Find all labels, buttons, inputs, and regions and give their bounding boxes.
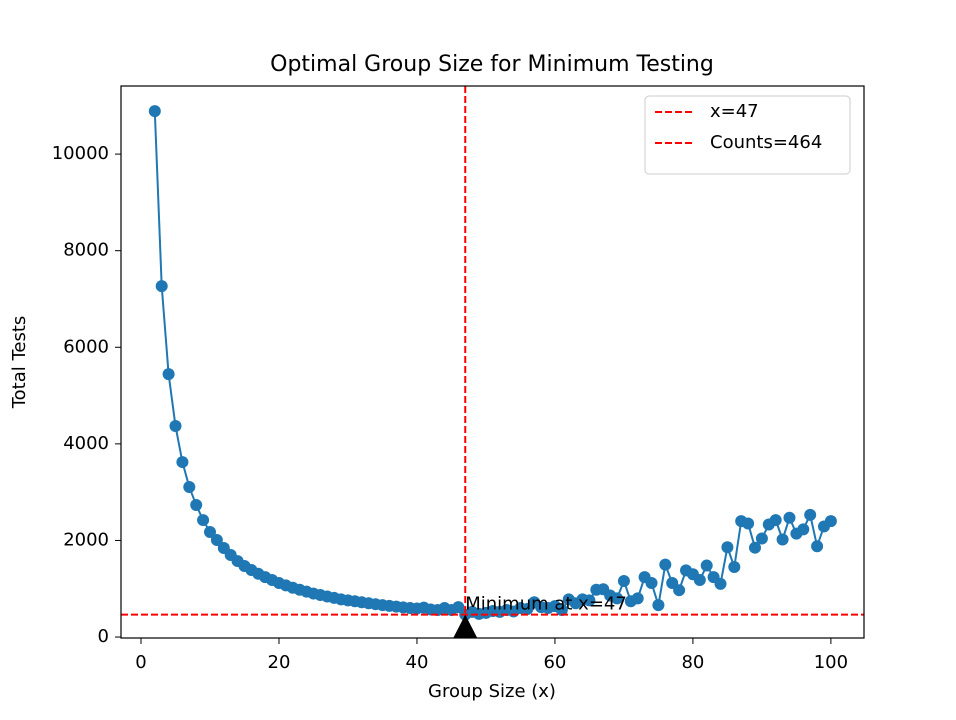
data-point <box>811 540 824 553</box>
data-point <box>783 511 796 524</box>
data-point <box>197 514 210 527</box>
legend-label: Counts=464 <box>710 132 822 153</box>
y-tick-label: 6000 <box>63 336 109 357</box>
data-point <box>748 541 761 554</box>
y-tick-label: 2000 <box>63 529 109 550</box>
annotation-text: Minimum at x=47 <box>465 594 627 615</box>
data-point <box>162 368 175 381</box>
data-point <box>721 541 734 554</box>
data-point <box>169 420 182 433</box>
y-tick-label: 0 <box>98 626 109 647</box>
x-tick-label: 60 <box>543 652 566 673</box>
plot-frame <box>120 85 865 639</box>
data-point <box>645 576 658 589</box>
data-point <box>728 561 741 574</box>
data-point <box>190 499 203 512</box>
data-point <box>742 517 755 530</box>
x-tick-label: 0 <box>135 652 146 673</box>
data-point <box>183 481 196 494</box>
data-point <box>617 575 630 588</box>
data-point <box>797 523 810 536</box>
data-point <box>804 508 817 521</box>
x-tick-label: 100 <box>814 652 848 673</box>
data-point <box>652 599 665 612</box>
data-point <box>769 514 782 527</box>
y-tick-label: 4000 <box>63 433 109 454</box>
legend-label: x=47 <box>710 101 759 122</box>
data-line <box>153 111 832 616</box>
y-tick-label: 8000 <box>63 240 109 261</box>
data-point <box>700 559 713 572</box>
data-point <box>203 526 216 539</box>
data-point <box>583 594 596 607</box>
y-tick-label: 10000 <box>52 143 109 164</box>
data-point <box>555 603 568 616</box>
data-point <box>714 577 727 590</box>
x-tick-label: 20 <box>268 652 291 673</box>
data-point <box>693 574 706 587</box>
x-axis-label: Group Size (x) <box>428 681 556 702</box>
data-point <box>155 280 168 293</box>
legend: x=47 Counts=464 <box>644 95 851 175</box>
annotation-arrow <box>453 614 478 638</box>
data-point <box>611 592 624 605</box>
y-axis-label: Total Tests <box>9 316 30 410</box>
data-point <box>631 592 644 605</box>
data-point <box>755 532 768 545</box>
data-point <box>148 105 161 118</box>
legend-box <box>644 95 851 175</box>
data-point <box>659 558 672 571</box>
data-point <box>673 584 686 597</box>
data-point <box>210 534 223 547</box>
data-point <box>776 533 789 546</box>
data-point <box>176 456 189 469</box>
x-tick-label: 80 <box>681 652 704 673</box>
data-point <box>824 515 837 528</box>
chart-title: Optimal Group Size for Minimum Testing <box>270 52 714 77</box>
x-tick-label: 40 <box>406 652 429 673</box>
